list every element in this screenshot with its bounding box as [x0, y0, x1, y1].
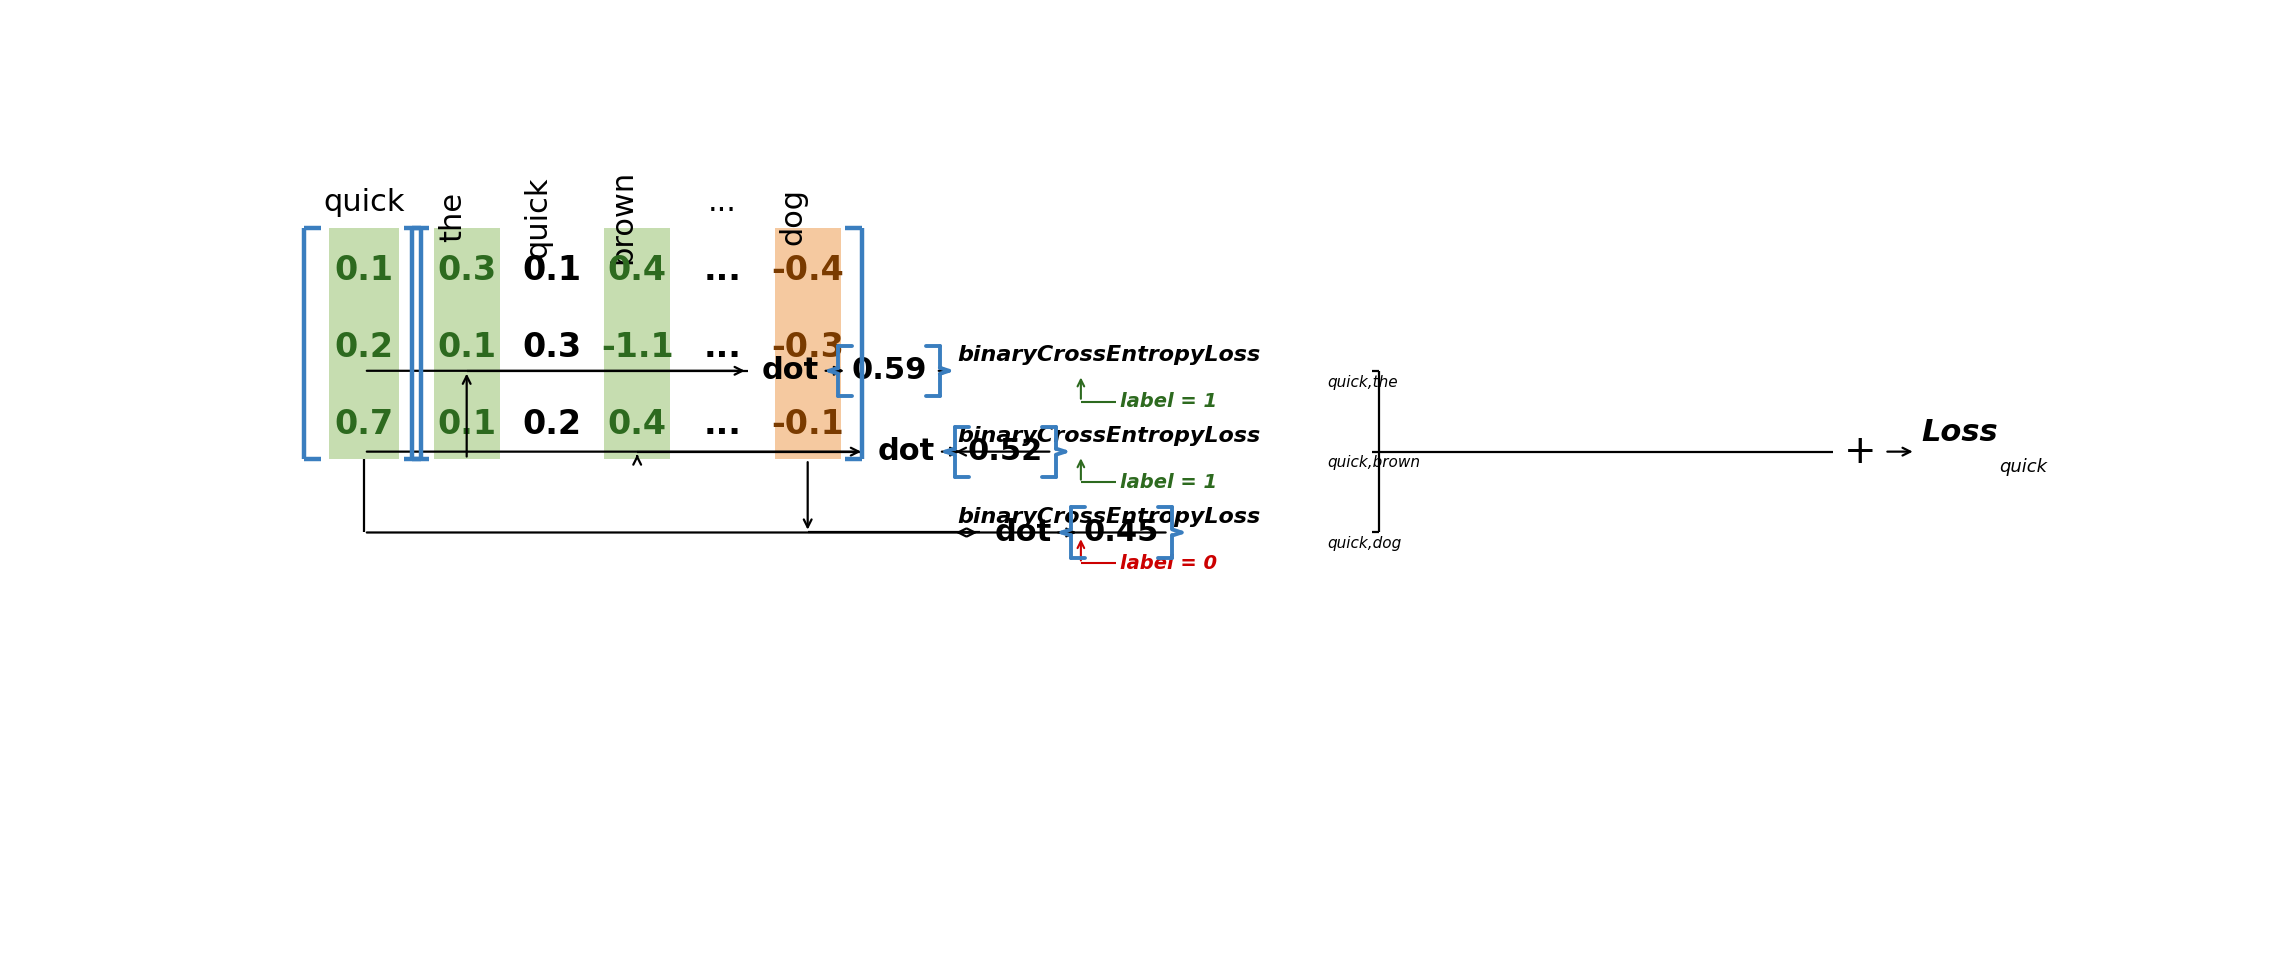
- Text: 0.7: 0.7: [335, 409, 394, 441]
- Text: -1.1: -1.1: [601, 331, 674, 364]
- Text: binaryCrossEntropyLoss: binaryCrossEntropyLoss: [956, 507, 1261, 527]
- FancyBboxPatch shape: [433, 228, 500, 460]
- Text: 0.3: 0.3: [523, 331, 582, 364]
- Text: 0.59: 0.59: [850, 356, 926, 385]
- Text: dot: dot: [761, 356, 818, 385]
- Text: dot: dot: [995, 518, 1052, 547]
- FancyBboxPatch shape: [605, 228, 669, 460]
- Text: binaryCrossEntropyLoss: binaryCrossEntropyLoss: [956, 346, 1261, 365]
- Text: -0.3: -0.3: [770, 331, 843, 364]
- Text: the: the: [438, 191, 468, 242]
- Text: label = 0: label = 0: [1118, 554, 1217, 573]
- Text: quick: quick: [323, 187, 406, 216]
- Text: 0.2: 0.2: [335, 331, 394, 364]
- Text: 0.52: 0.52: [967, 438, 1043, 467]
- Text: quick,the: quick,the: [1327, 375, 1398, 389]
- Text: label = 1: label = 1: [1118, 473, 1217, 492]
- Text: quick: quick: [1999, 458, 2047, 476]
- Text: 0.4: 0.4: [607, 254, 667, 287]
- Text: ...: ...: [704, 409, 740, 441]
- Text: 0.3: 0.3: [438, 254, 497, 287]
- Text: dog: dog: [779, 188, 807, 245]
- Text: 0.1: 0.1: [523, 254, 582, 287]
- Text: 0.45: 0.45: [1084, 518, 1160, 547]
- Text: 0.2: 0.2: [523, 409, 582, 441]
- Text: -0.4: -0.4: [772, 254, 843, 287]
- Text: quick,brown: quick,brown: [1327, 456, 1421, 470]
- Text: quick: quick: [523, 176, 552, 258]
- Text: -0.1: -0.1: [772, 409, 843, 441]
- Text: Loss: Loss: [1921, 418, 1999, 447]
- FancyBboxPatch shape: [330, 228, 399, 460]
- Text: 0.1: 0.1: [438, 409, 495, 441]
- FancyBboxPatch shape: [775, 228, 841, 460]
- Text: 0.4: 0.4: [607, 409, 667, 441]
- Text: ...: ...: [708, 187, 736, 216]
- Text: ...: ...: [704, 254, 740, 287]
- Text: ...: ...: [704, 331, 740, 364]
- Text: brown: brown: [607, 170, 637, 264]
- Text: quick,dog: quick,dog: [1327, 536, 1403, 552]
- Text: label = 1: label = 1: [1118, 392, 1217, 412]
- Text: +: +: [1843, 433, 1877, 470]
- Text: dot: dot: [878, 438, 935, 467]
- Text: 0.1: 0.1: [335, 254, 394, 287]
- Text: binaryCrossEntropyLoss: binaryCrossEntropyLoss: [956, 426, 1261, 446]
- Text: 0.1: 0.1: [438, 331, 495, 364]
